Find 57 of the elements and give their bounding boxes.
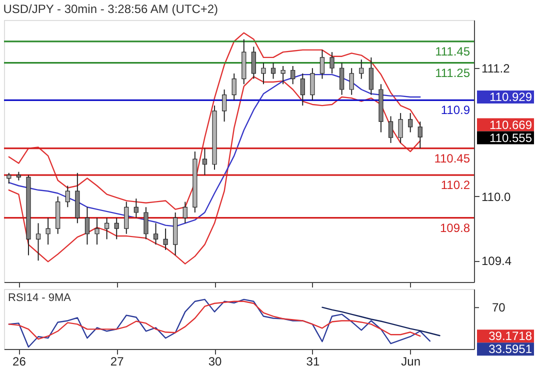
candlestick [134, 198, 138, 218]
candlestick [280, 65, 286, 85]
candlestick [261, 62, 266, 85]
ref-line-label: 111.25 [435, 66, 470, 80]
candlestick [94, 217, 100, 246]
ref-line-label: 110.9 [440, 103, 470, 118]
candlestick [144, 206, 148, 240]
text: 70 [492, 300, 506, 315]
candlestick [65, 185, 70, 208]
candlestick [349, 68, 354, 96]
candlestick [202, 148, 208, 176]
y-tick-label: 110.0 [482, 190, 511, 204]
text: 110.555 [490, 130, 532, 145]
candlestick [368, 56, 374, 96]
y-tick-label: 109.4 [482, 254, 512, 268]
ref-line-label: 110.2 [440, 178, 470, 192]
candlestick [222, 89, 227, 122]
candlestick [270, 62, 276, 80]
candlestick [36, 222, 41, 262]
text: 39.1718 [488, 329, 532, 344]
candlestick [104, 217, 110, 240]
text: 110.929 [490, 90, 532, 104]
candlestick [398, 112, 403, 144]
candlestick [232, 72, 236, 101]
candlestick [114, 217, 119, 240]
chart-title: RSI14 - 9MA [8, 292, 72, 304]
candlestick [300, 72, 305, 106]
candlestick [310, 68, 315, 101]
candlestick [418, 121, 422, 149]
x-tick-label: Jun [401, 354, 421, 368]
text: 110.669 [490, 118, 532, 132]
candlestick [153, 222, 158, 246]
chart-title: USD/JPY - 30min - 3:28:56 AM (UTC+2) [3, 2, 218, 16]
candlestick [251, 46, 256, 80]
candlestick [320, 49, 325, 80]
candlestick [359, 59, 364, 80]
candlestick [290, 65, 296, 85]
ref-line-label: 111.45 [435, 44, 470, 58]
candlestick [408, 112, 413, 133]
candlestick [388, 116, 394, 144]
candlestick [124, 201, 129, 234]
candlestick [6, 172, 12, 184]
ref-line-label: 110.45 [434, 151, 470, 166]
line-series [8, 76, 421, 264]
candlestick [340, 62, 344, 96]
candlestick [182, 201, 188, 224]
x-tick-label: 30 [208, 354, 222, 368]
candlestick [84, 206, 90, 246]
candlestick [330, 52, 334, 74]
text: 33.5951 [488, 342, 532, 356]
candlestick [46, 217, 50, 246]
y-tick-label: 111.2 [482, 62, 510, 76]
x-tick-label: 27 [110, 354, 124, 368]
x-tick-label: 31 [306, 354, 320, 368]
x-tick-label: 26 [12, 354, 26, 368]
candlestick [163, 228, 168, 250]
ref-line-label: 109.8 [440, 220, 470, 235]
